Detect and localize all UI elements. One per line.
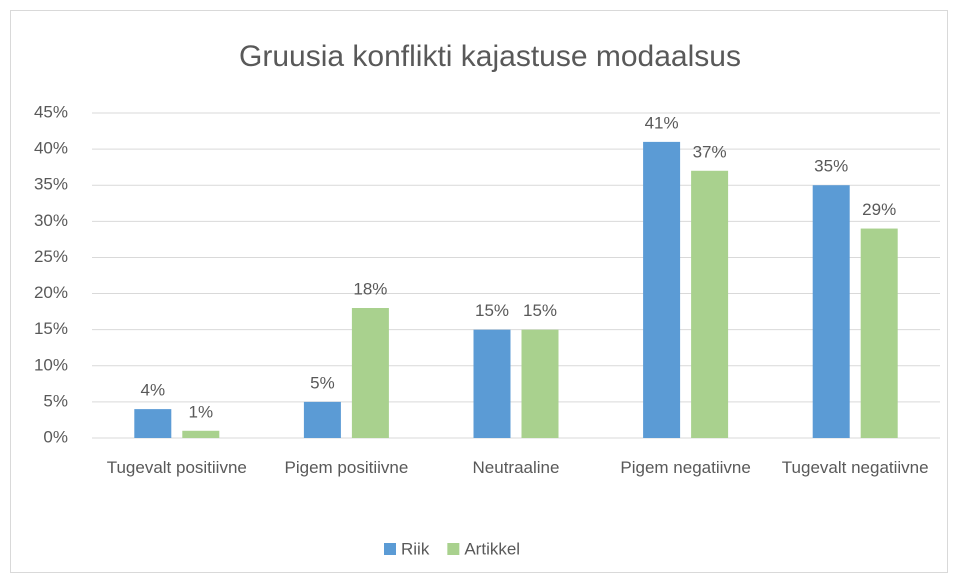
x-tick-label: Pigem positiivne <box>284 458 409 477</box>
y-tick-label: 0% <box>43 427 68 446</box>
data-label: 5% <box>310 373 335 392</box>
legend-swatch <box>447 543 460 555</box>
bar <box>860 228 898 438</box>
x-tick-label: Tugevalt negatiivne <box>781 458 929 477</box>
data-label: 35% <box>814 157 848 176</box>
y-tick-label: 30% <box>34 211 68 230</box>
x-tick-label: Pigem negatiivne <box>620 458 751 477</box>
data-label: 15% <box>523 301 557 320</box>
bar <box>182 430 220 438</box>
y-tick-label: 40% <box>34 139 68 158</box>
data-label: 4% <box>141 381 166 400</box>
y-tick-label: 10% <box>34 355 68 374</box>
bar <box>812 185 850 438</box>
data-label: 29% <box>862 200 896 219</box>
bar <box>134 409 172 438</box>
y-tick-label: 25% <box>34 247 68 266</box>
y-tick-label: 20% <box>34 283 68 302</box>
bar <box>351 308 389 438</box>
legend-swatch <box>384 543 396 555</box>
bar <box>303 401 341 438</box>
chart-border <box>10 10 948 573</box>
data-label: 37% <box>693 142 727 161</box>
x-tick-label: Neutraaline <box>472 458 560 477</box>
data-label: 15% <box>475 301 509 320</box>
bar <box>521 329 559 438</box>
data-label: 41% <box>645 113 679 132</box>
bar <box>473 329 511 438</box>
y-tick-label: 15% <box>34 319 68 338</box>
bar <box>691 170 729 438</box>
data-label: 1% <box>189 402 214 421</box>
y-tick-label: 45% <box>34 102 68 121</box>
y-tick-label: 5% <box>43 391 68 410</box>
data-label: 18% <box>353 279 387 298</box>
legend-label: Artikkel <box>464 539 520 558</box>
legend-label: Riik <box>401 539 430 558</box>
bar <box>643 141 681 438</box>
chart-title: Gruusia konflikti kajastuse modaalsus <box>239 40 741 73</box>
y-tick-label: 35% <box>34 175 68 194</box>
x-tick-label: Tugevalt positiivne <box>106 458 247 477</box>
